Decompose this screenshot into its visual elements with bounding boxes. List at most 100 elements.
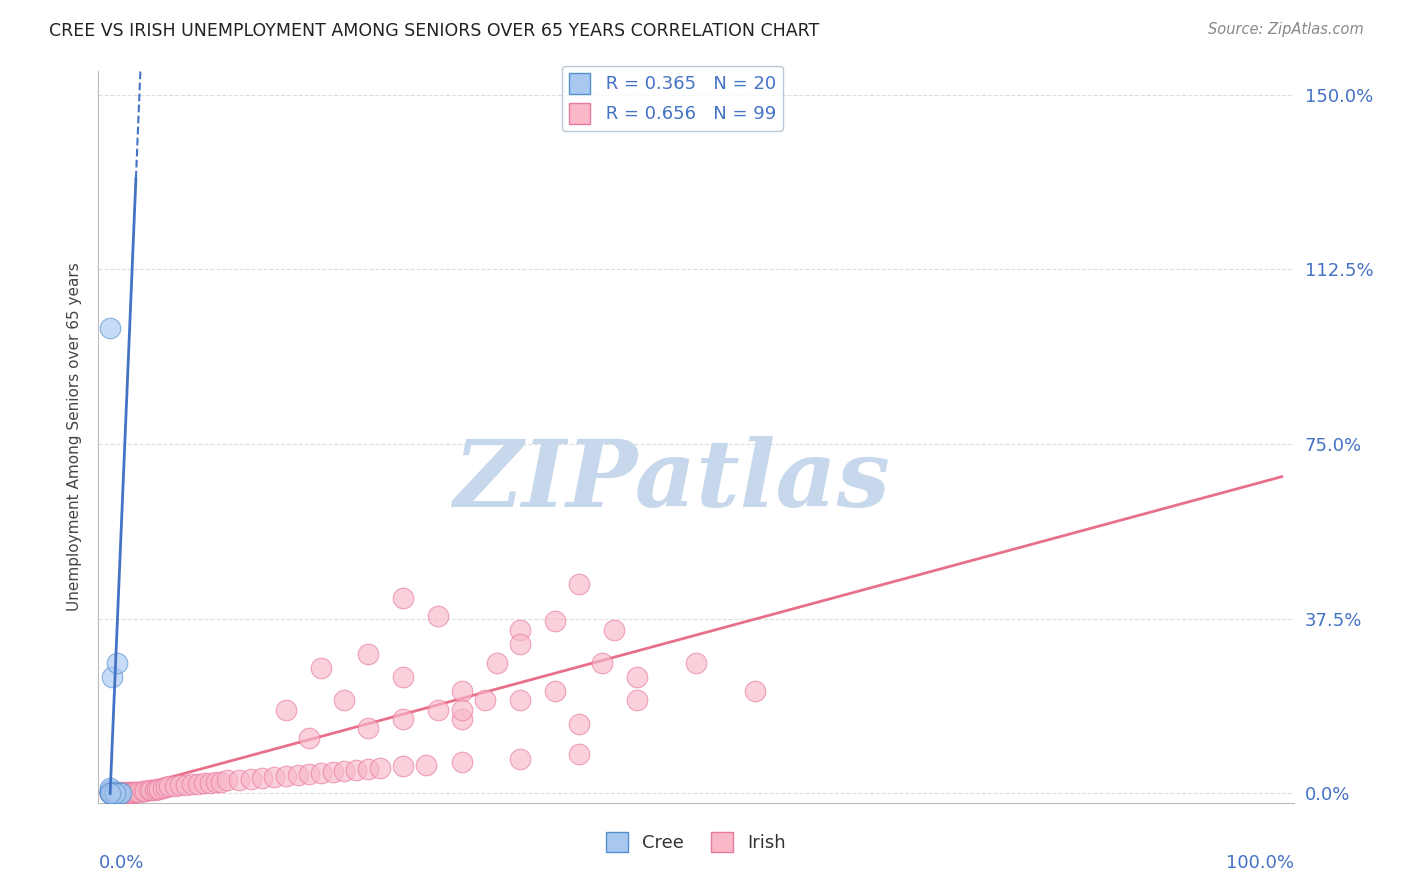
Point: [568, 747, 591, 761]
Point: [368, 761, 391, 775]
Point: [105, 787, 128, 801]
Point: [187, 777, 209, 791]
Point: [322, 765, 344, 780]
Point: [100, 787, 122, 801]
Point: [298, 731, 321, 745]
Point: [357, 647, 380, 661]
Point: [217, 773, 239, 788]
Legend: Cree, Irish: Cree, Irish: [599, 824, 793, 860]
Point: [309, 661, 332, 675]
Point: [744, 684, 766, 698]
Text: 100.0%: 100.0%: [1226, 854, 1294, 872]
Text: 0.0%: 0.0%: [98, 854, 143, 872]
Point: [603, 624, 626, 638]
Point: [98, 787, 121, 801]
Point: [103, 787, 125, 801]
Point: [111, 787, 134, 801]
Point: [357, 721, 380, 735]
Point: [415, 757, 437, 772]
Point: [101, 670, 124, 684]
Point: [392, 670, 415, 684]
Point: [333, 693, 356, 707]
Point: [344, 763, 367, 777]
Point: [544, 614, 567, 628]
Point: [98, 787, 121, 801]
Point: [98, 320, 121, 334]
Point: [263, 770, 285, 784]
Point: [309, 766, 332, 780]
Point: [252, 771, 274, 785]
Text: Source: ZipAtlas.com: Source: ZipAtlas.com: [1208, 22, 1364, 37]
Point: [509, 637, 531, 651]
Point: [152, 780, 174, 795]
Point: [98, 786, 121, 800]
Point: [148, 781, 170, 796]
Point: [450, 703, 472, 717]
Point: [568, 577, 591, 591]
Point: [110, 787, 132, 801]
Point: [138, 783, 160, 797]
Point: [357, 762, 380, 776]
Point: [103, 785, 125, 799]
Point: [98, 785, 121, 799]
Point: [105, 785, 128, 799]
Y-axis label: Unemployment Among Seniors over 65 years: Unemployment Among Seniors over 65 years: [67, 263, 83, 611]
Point: [274, 703, 297, 717]
Point: [108, 786, 131, 800]
Point: [450, 755, 472, 769]
Point: [120, 786, 142, 800]
Point: [198, 776, 221, 790]
Point: [98, 780, 121, 795]
Point: [392, 759, 415, 773]
Point: [105, 656, 128, 670]
Point: [239, 772, 262, 786]
Point: [101, 787, 124, 801]
Point: [101, 787, 124, 801]
Point: [98, 786, 121, 800]
Point: [157, 780, 180, 794]
Point: [211, 774, 233, 789]
Point: [485, 656, 508, 670]
Point: [104, 787, 127, 801]
Point: [98, 787, 121, 801]
Point: [110, 787, 132, 801]
Point: [114, 787, 136, 801]
Point: [193, 776, 215, 790]
Text: CREE VS IRISH UNEMPLOYMENT AMONG SENIORS OVER 65 YEARS CORRELATION CHART: CREE VS IRISH UNEMPLOYMENT AMONG SENIORS…: [49, 22, 820, 40]
Point: [105, 787, 128, 801]
Point: [107, 787, 129, 801]
Point: [115, 785, 138, 799]
Point: [181, 777, 204, 791]
Point: [509, 624, 531, 638]
Point: [105, 787, 128, 801]
Point: [104, 787, 127, 801]
Point: [105, 787, 128, 801]
Point: [427, 703, 450, 717]
Point: [274, 769, 297, 783]
Point: [169, 778, 191, 792]
Point: [163, 780, 186, 794]
Point: [120, 785, 141, 799]
Point: [104, 787, 127, 801]
Point: [100, 787, 122, 801]
Point: [298, 767, 321, 781]
Point: [98, 787, 121, 801]
Point: [112, 786, 135, 800]
Point: [450, 712, 472, 726]
Point: [101, 786, 124, 800]
Point: [174, 778, 197, 792]
Point: [117, 786, 139, 800]
Point: [287, 768, 309, 782]
Point: [118, 787, 141, 801]
Point: [204, 774, 226, 789]
Point: [591, 656, 613, 670]
Point: [98, 785, 121, 799]
Point: [132, 784, 155, 798]
Point: [122, 785, 145, 799]
Point: [509, 751, 531, 765]
Point: [568, 716, 591, 731]
Point: [333, 764, 356, 778]
Point: [98, 784, 121, 798]
Point: [107, 787, 129, 801]
Point: [111, 785, 134, 799]
